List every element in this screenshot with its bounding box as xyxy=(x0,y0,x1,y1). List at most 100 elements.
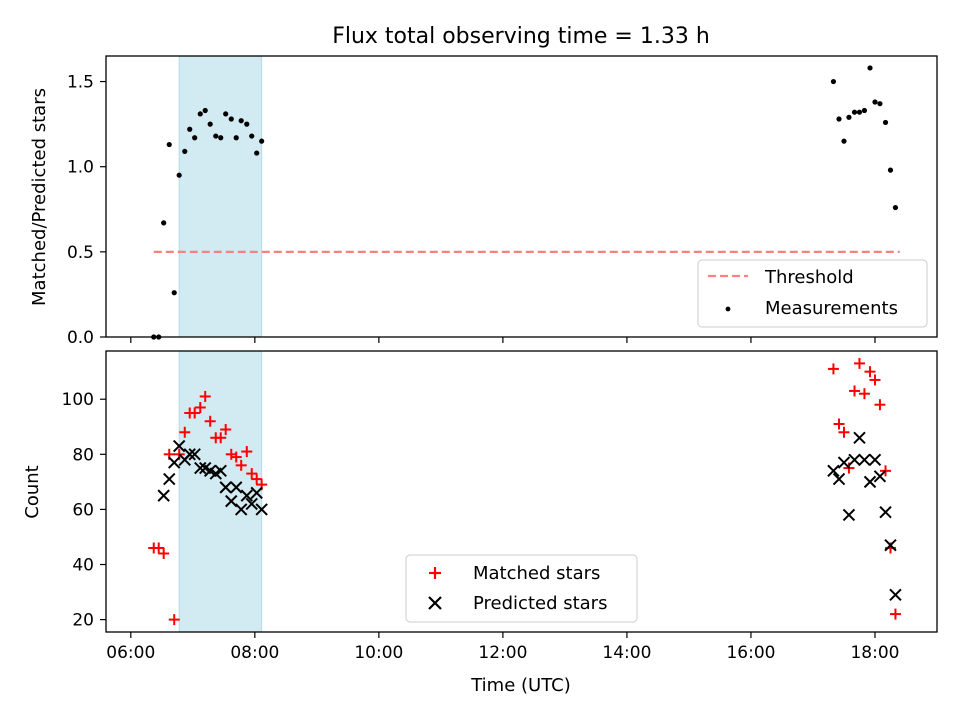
matched-star-point xyxy=(864,366,876,378)
predicted-star-point xyxy=(848,453,861,467)
measurement-point xyxy=(218,135,224,141)
bottom-legend-box xyxy=(405,554,638,623)
predicted-star-point xyxy=(255,503,268,516)
legend-measurements-swatch xyxy=(725,306,731,312)
y-tick-label: 60 xyxy=(72,500,94,520)
measurement-point xyxy=(223,111,229,117)
matched-star-point xyxy=(189,407,201,419)
x-axis-label: Time (UTC) xyxy=(470,675,571,696)
measurement-point xyxy=(841,138,847,144)
matched-star-point xyxy=(220,424,232,436)
matched-star-point xyxy=(204,415,216,427)
measurement-point xyxy=(166,141,172,148)
matched-star-point xyxy=(153,542,165,554)
matched-star-point xyxy=(241,446,253,458)
x-tick-label: 12:00 xyxy=(478,643,527,663)
shaded-span xyxy=(178,55,263,338)
measurement-point xyxy=(192,135,198,141)
top-shaded-span xyxy=(178,55,263,338)
legend-measurements-label: Measurements xyxy=(765,298,898,319)
measurements-points xyxy=(151,65,899,340)
measurement-point xyxy=(846,114,852,120)
measurement-point xyxy=(182,148,188,154)
predicted-star-point xyxy=(157,489,170,502)
predicted-star-point xyxy=(858,453,871,467)
chart-title: Flux total observing time = 1.33 h xyxy=(332,24,710,49)
bottom-y-axis-label: Count xyxy=(22,465,43,518)
x-tick-label: 16:00 xyxy=(726,643,775,663)
measurement-point xyxy=(861,107,868,114)
matched-star-point xyxy=(230,451,242,463)
predicted-star-point xyxy=(245,497,258,511)
measurement-point xyxy=(187,126,193,132)
predicted-star-point xyxy=(225,494,238,508)
predicted-star-point xyxy=(863,475,877,489)
x-tick-label: 10:00 xyxy=(354,643,403,663)
predicted-star-point xyxy=(194,461,207,475)
measurement-point xyxy=(867,65,873,71)
top-y-axis-label: Matched/Predicted stars xyxy=(29,88,50,306)
predicted-star-point xyxy=(879,505,892,519)
predicted-star-point xyxy=(240,489,253,502)
measurement-point xyxy=(202,107,208,114)
measurement-point xyxy=(249,133,255,139)
measurement-point xyxy=(882,119,889,126)
predicted-star-point xyxy=(853,431,866,444)
legend-matched-swatch xyxy=(429,567,441,579)
matched-star-point xyxy=(179,426,191,438)
x-tick-label: 06:00 xyxy=(106,643,155,663)
y-tick-label: 0.0 xyxy=(67,328,94,348)
measurement-point xyxy=(197,111,203,117)
predicted-star-point xyxy=(188,448,201,461)
top-axes-frame xyxy=(105,55,938,338)
predicted-stars-points xyxy=(157,431,902,602)
measurement-point xyxy=(872,99,878,105)
predicted-star-point xyxy=(163,472,176,486)
top-x-ticks xyxy=(130,337,876,343)
bottom-legend: Matched stars Predicted stars xyxy=(405,554,638,623)
y-tick-label: 1.5 xyxy=(67,73,94,93)
measurement-point xyxy=(851,109,858,115)
measurement-point xyxy=(887,167,894,173)
predicted-star-point xyxy=(183,448,196,461)
matched-star-point xyxy=(849,385,861,397)
x-tick-label: 14:00 xyxy=(602,643,651,663)
matched-star-point xyxy=(194,401,206,413)
matched-star-point xyxy=(246,468,258,480)
matched-star-point xyxy=(827,363,839,375)
legend-predicted-label: Predicted stars xyxy=(473,593,607,614)
measurement-point xyxy=(836,116,842,122)
predicted-star-point xyxy=(214,464,227,478)
matched-star-point xyxy=(853,357,865,369)
predicted-star-point xyxy=(837,456,851,469)
measurement-point xyxy=(207,121,213,127)
predicted-star-point xyxy=(884,539,897,552)
matched-star-point xyxy=(251,473,263,485)
y-tick-label: 1.0 xyxy=(67,158,94,178)
measurement-point xyxy=(259,138,265,144)
predicted-star-point xyxy=(889,588,902,602)
measurement-point xyxy=(213,133,219,139)
matched-star-point xyxy=(869,374,881,386)
predicted-star-point xyxy=(172,439,186,453)
top-y-ticks: 0.0 0.5 1.0 1.5 xyxy=(67,73,106,348)
y-tick-label: 100 xyxy=(62,390,94,410)
top-panel: 0.0 0.5 1.0 1.5 Matched/Predicted stars Thr… xyxy=(29,55,938,348)
bottom-x-ticks: 06:00 08:00 10:00 12:00 14:00 16:00 18:00 xyxy=(106,632,899,663)
predicted-star-point xyxy=(250,486,263,500)
matched-star-point xyxy=(858,388,870,400)
matched-star-point xyxy=(833,418,845,430)
matched-star-point xyxy=(168,614,180,626)
matched-stars-points xyxy=(148,357,901,626)
predicted-star-point xyxy=(842,508,856,522)
top-legend-box xyxy=(697,259,928,328)
matched-star-point xyxy=(874,399,886,411)
y-tick-label: 40 xyxy=(72,556,94,576)
legend-predicted-swatch xyxy=(428,596,442,610)
x-tick-label: 18:00 xyxy=(850,643,899,663)
predicted-star-point xyxy=(219,481,232,494)
measurement-point xyxy=(161,220,167,226)
legend-matched-label: Matched stars xyxy=(473,563,600,584)
matched-star-point xyxy=(158,547,170,559)
